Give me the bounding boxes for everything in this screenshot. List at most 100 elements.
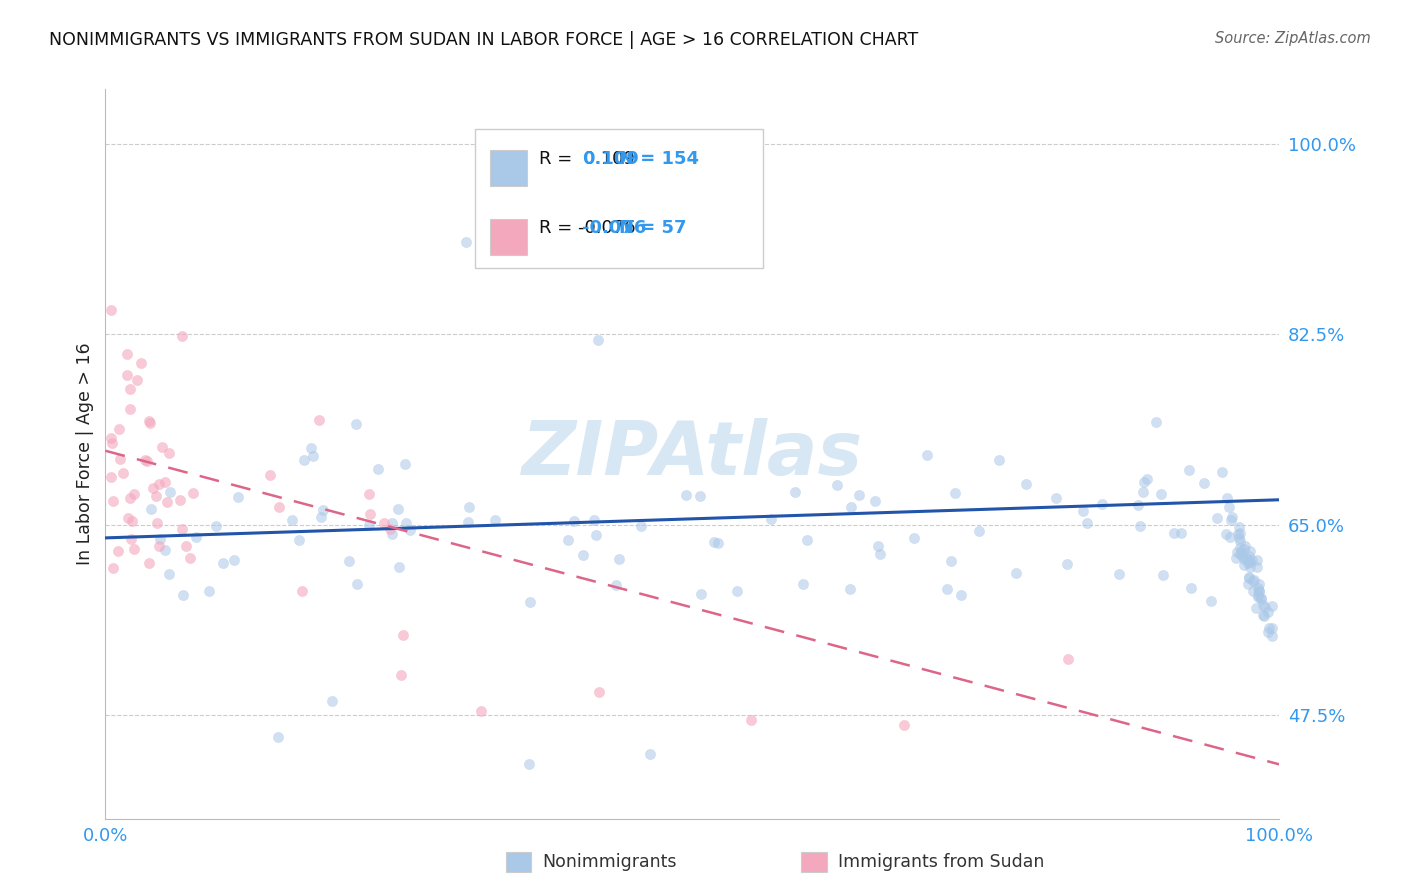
Point	[1249, 583, 1271, 598]
Point	[1227, 531, 1250, 545]
Point	[1073, 504, 1095, 518]
Point	[1246, 552, 1268, 566]
Point	[138, 557, 160, 571]
Point	[308, 413, 330, 427]
Point	[1239, 556, 1261, 570]
Point	[259, 468, 281, 483]
Point	[129, 356, 152, 370]
Point	[148, 476, 170, 491]
Text: Immigrants from Sudan: Immigrants from Sudan	[838, 853, 1045, 871]
Text: Source: ZipAtlas.com: Source: ZipAtlas.com	[1215, 31, 1371, 46]
Point	[118, 491, 141, 506]
Point	[1239, 544, 1261, 558]
Point	[179, 551, 201, 566]
Point	[108, 422, 131, 436]
Point	[100, 431, 122, 445]
Point	[1220, 510, 1243, 524]
Point	[1219, 530, 1241, 544]
Text: NONIMMIGRANTS VS IMMIGRANTS FROM SUDAN IN LABOR FORCE | AGE > 16 CORRELATION CHA: NONIMMIGRANTS VS IMMIGRANTS FROM SUDAN I…	[49, 31, 918, 49]
Point	[1220, 513, 1243, 527]
Point	[1133, 475, 1156, 489]
Point	[1247, 582, 1270, 596]
Point	[172, 523, 194, 537]
Point	[100, 470, 122, 484]
Point	[1243, 584, 1265, 599]
Point	[1056, 557, 1078, 571]
Point	[153, 543, 176, 558]
Point	[120, 533, 142, 547]
Point	[100, 436, 122, 450]
Point	[1045, 491, 1067, 505]
Point	[122, 486, 145, 500]
Point	[346, 576, 368, 591]
Point	[399, 524, 422, 538]
Point	[1132, 485, 1154, 500]
Point	[557, 533, 579, 547]
Point	[1261, 621, 1284, 635]
Text: -0.076: -0.076	[582, 219, 647, 237]
Point	[848, 488, 870, 502]
Point	[740, 713, 762, 727]
Point	[170, 329, 193, 343]
Point	[1178, 463, 1201, 477]
Point	[100, 303, 122, 318]
Point	[312, 503, 335, 517]
Point	[903, 531, 925, 545]
Point	[157, 566, 180, 581]
Point	[638, 747, 661, 761]
Point	[110, 452, 132, 467]
Point	[381, 527, 404, 541]
Point	[987, 453, 1010, 467]
Point	[939, 554, 962, 568]
Point	[1229, 533, 1251, 548]
Point	[893, 718, 915, 732]
Point	[148, 539, 170, 553]
Point	[181, 486, 204, 500]
Point	[1237, 570, 1260, 584]
Point	[1229, 541, 1251, 555]
Point	[1206, 511, 1229, 525]
Point	[125, 373, 148, 387]
Point	[395, 516, 418, 530]
Point	[707, 536, 730, 550]
Point	[1261, 599, 1284, 613]
Point	[1257, 621, 1279, 635]
Point	[1234, 539, 1257, 553]
Point	[1247, 588, 1270, 602]
Point	[866, 539, 889, 553]
Point	[222, 552, 245, 566]
Point	[267, 730, 290, 744]
Point	[107, 543, 129, 558]
Text: ZIPAtlas: ZIPAtlas	[522, 417, 863, 491]
Point	[1201, 593, 1223, 607]
Point	[146, 516, 169, 530]
Point	[153, 475, 176, 490]
Text: N = 154: N = 154	[619, 150, 699, 168]
Point	[1076, 516, 1098, 531]
Point	[344, 417, 367, 431]
Point	[1229, 548, 1251, 562]
Point	[1005, 566, 1028, 581]
Point	[288, 533, 311, 548]
Point	[783, 485, 806, 500]
Point	[1230, 549, 1253, 564]
Point	[1233, 558, 1256, 572]
Point	[169, 493, 191, 508]
Point	[792, 577, 814, 591]
Point	[869, 547, 891, 561]
Point	[1144, 415, 1167, 429]
Point	[1170, 526, 1192, 541]
Point	[1249, 577, 1271, 591]
Point	[121, 514, 143, 528]
Text: R =  0.109: R = 0.109	[538, 150, 634, 168]
Point	[111, 466, 134, 480]
Point	[174, 539, 197, 553]
Point	[1057, 651, 1080, 665]
Point	[1241, 574, 1264, 588]
Point	[359, 487, 381, 501]
Point	[122, 542, 145, 557]
Point	[517, 757, 540, 772]
Point	[1254, 600, 1277, 615]
Point	[1150, 487, 1173, 501]
Point	[470, 704, 492, 718]
